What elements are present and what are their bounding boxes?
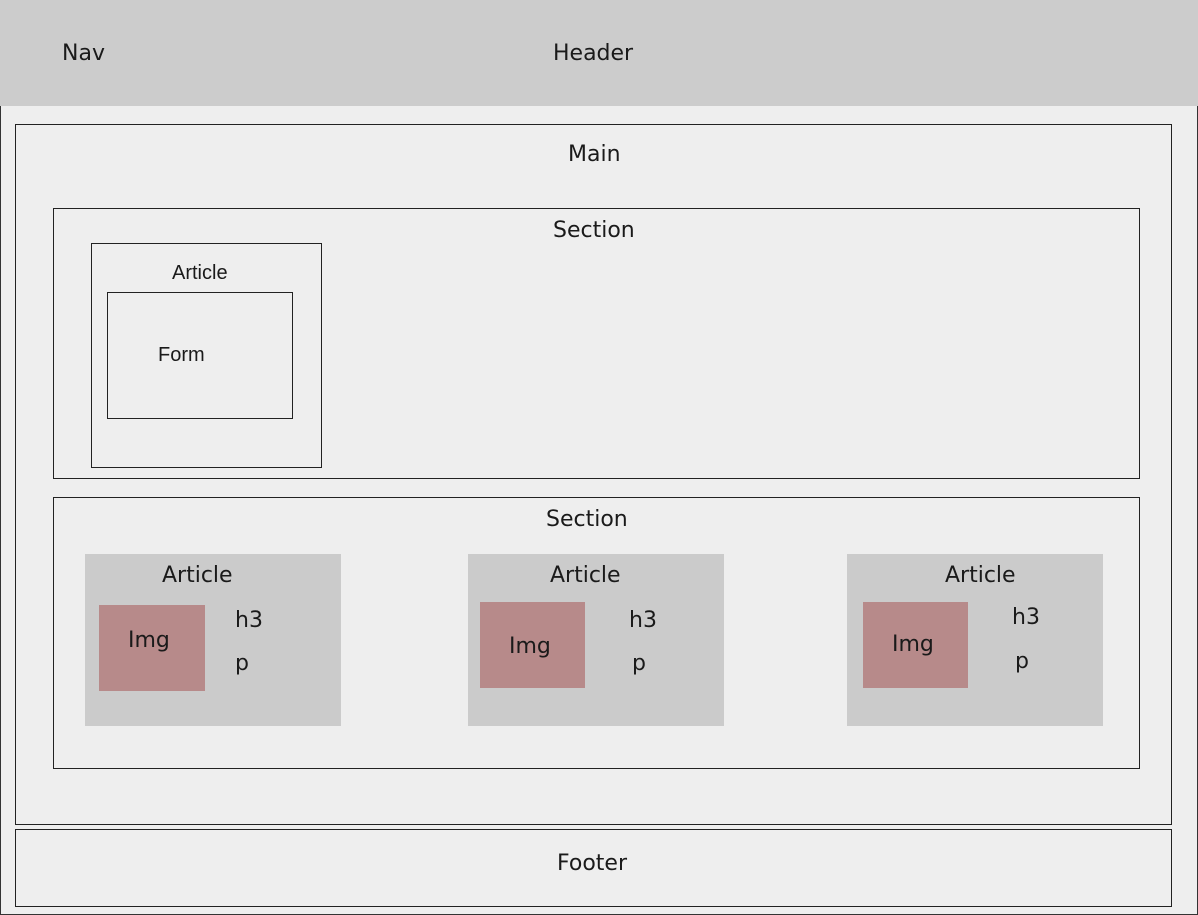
- article-card-2: Article Img h3 p: [468, 554, 724, 726]
- article-card-label: Article: [550, 563, 621, 588]
- main-label: Main: [568, 142, 621, 167]
- img-label: Img: [892, 632, 934, 657]
- p-label: p: [235, 651, 249, 676]
- section-block-1: Section: [53, 208, 1140, 479]
- h3-label: h3: [1012, 605, 1040, 630]
- article-card-label: Article: [945, 563, 1016, 588]
- section-label-1: Section: [553, 218, 635, 243]
- footer-label: Footer: [557, 851, 627, 876]
- article-card-3: Article Img h3 p: [847, 554, 1103, 726]
- h3-label: h3: [629, 608, 657, 633]
- article-form-block: Article: [91, 243, 322, 468]
- nav-label: Nav: [62, 41, 105, 66]
- h3-label: h3: [235, 608, 263, 633]
- section-block-2: Section: [53, 497, 1140, 769]
- form-label: Form: [158, 344, 205, 366]
- image-placeholder: Img: [863, 602, 968, 688]
- image-placeholder: Img: [480, 602, 585, 688]
- footer-block: Footer: [15, 829, 1172, 907]
- header-label: Header: [553, 41, 634, 66]
- img-label: Img: [509, 634, 551, 659]
- image-placeholder: Img: [99, 605, 205, 691]
- section-label-2: Section: [546, 507, 628, 532]
- header-block: Nav Header: [0, 0, 1198, 106]
- img-label: Img: [128, 628, 170, 653]
- p-label: p: [1015, 649, 1029, 674]
- article-card-1: Article Img h3 p: [85, 554, 341, 726]
- article-card-label: Article: [162, 563, 233, 588]
- article-form-label: Article: [172, 262, 228, 284]
- form-block: Form: [107, 292, 293, 419]
- p-label: p: [632, 651, 646, 676]
- main-block: Main: [15, 124, 1172, 825]
